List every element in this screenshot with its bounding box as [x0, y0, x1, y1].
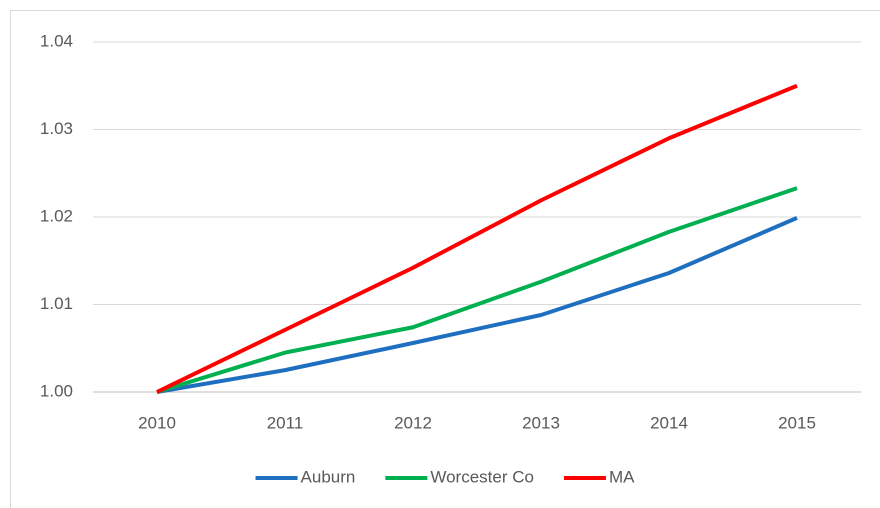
y-tick-label: 1.01	[40, 294, 73, 313]
y-tick-label: 1.02	[40, 206, 73, 225]
x-tick-label: 2010	[138, 413, 176, 432]
y-tick-label: 1.00	[40, 381, 73, 400]
legend-label: Worcester Co	[430, 467, 534, 486]
x-tick-label: 2013	[522, 413, 560, 432]
y-tick-label: 1.03	[40, 119, 73, 138]
series-line	[156, 216, 798, 394]
chart-border	[10, 10, 880, 508]
x-tick-label: 2011	[267, 413, 304, 432]
series-line	[156, 83, 798, 394]
y-tick-label: 1.04	[40, 31, 73, 50]
legend-label: MA	[609, 467, 635, 486]
x-tick-label: 2014	[650, 413, 688, 432]
x-tick-label: 2015	[778, 413, 816, 432]
series-line	[156, 186, 798, 394]
legend-label: Auburn	[301, 467, 356, 486]
x-tick-label: 2012	[394, 413, 432, 432]
